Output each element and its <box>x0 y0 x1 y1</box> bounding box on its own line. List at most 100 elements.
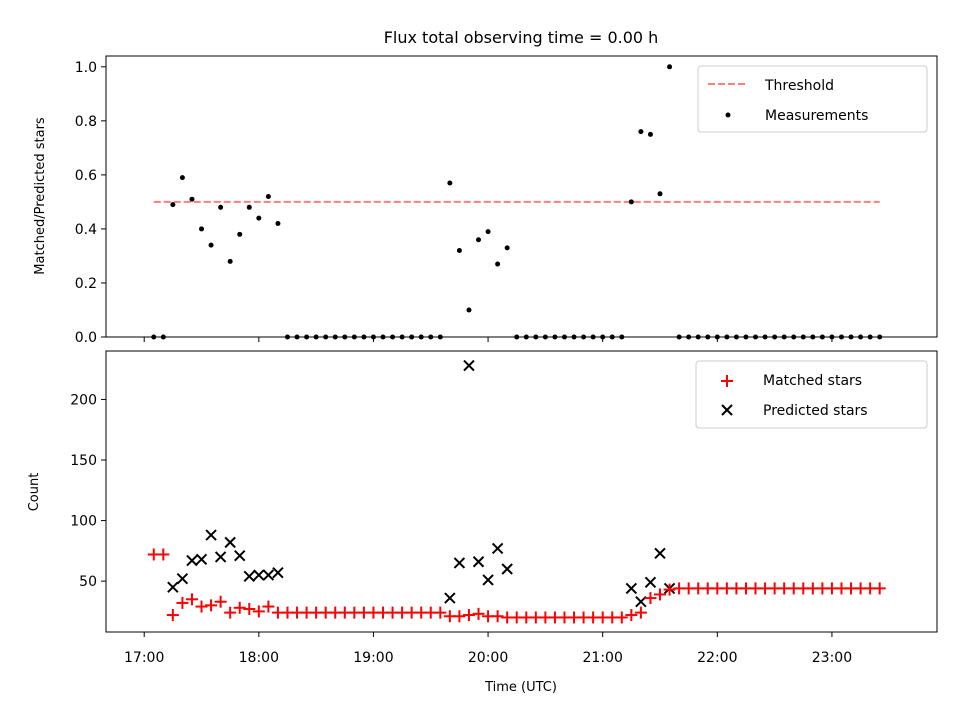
count-points <box>147 359 886 624</box>
matched-star-marker <box>262 600 275 613</box>
legend-predicted-swatch <box>721 404 733 416</box>
legend-measurements-swatch <box>725 112 731 118</box>
predicted-marker-stroke <box>167 581 179 593</box>
matched-star-marker <box>185 593 198 606</box>
predicted-marker-stroke <box>491 542 504 555</box>
predicted-marker-stroke <box>644 576 657 589</box>
predicted-star-marker <box>195 553 208 566</box>
measurement-point <box>628 199 634 205</box>
x-tick-label: 21:00 <box>583 650 623 666</box>
count-y-tick-label: 150 <box>70 453 97 469</box>
measurement-point <box>227 258 233 264</box>
matched-star-marker <box>663 583 676 596</box>
measurement-point <box>504 245 510 251</box>
legend-matched-label: Matched stars <box>763 373 862 389</box>
predicted-star-marker <box>472 556 485 568</box>
count-y-tick-label: 50 <box>79 574 97 590</box>
predicted-marker-stroke <box>205 529 217 541</box>
matched-star-marker <box>625 609 638 622</box>
count-axes-frame <box>105 350 938 633</box>
predicted-star-marker <box>205 529 217 541</box>
count-panel: Count 50 100 150 200 17:00 18:00 19:00 20:00 21… <box>27 350 938 695</box>
predicted-marker-stroke <box>214 551 227 563</box>
ratio-panel: Matched/Predicted stars 0.0 0.2 0.4 0.6 0.8 1… <box>33 55 938 346</box>
predicted-marker-stroke <box>176 572 189 585</box>
measurement-point <box>466 307 472 313</box>
predicted-marker-stroke <box>654 547 666 559</box>
predicted-marker-stroke <box>482 574 494 586</box>
x-tick-label: 23:00 <box>812 650 852 666</box>
ratio-y-tick-label: 1.0 <box>75 60 97 76</box>
matched-star-marker <box>434 606 447 619</box>
predicted-star-marker <box>167 581 179 593</box>
predicted-marker-stroke <box>453 557 466 569</box>
x-tick-label: 18:00 <box>239 650 279 666</box>
matched-star-marker <box>491 610 504 623</box>
ratio-y-tick-label: 0.4 <box>75 222 97 238</box>
matched-star-marker <box>214 595 227 608</box>
x-axis-label: Time (UTC) <box>484 680 557 695</box>
ratio-y-tick-label: 0.0 <box>75 330 97 346</box>
ratio-y-tick-label: 0.6 <box>75 168 97 184</box>
predicted-marker-stroke <box>463 359 475 372</box>
predicted-star-marker <box>214 551 227 563</box>
ratio-y-tick-label: 0.8 <box>75 114 97 130</box>
measurement-point <box>667 64 673 70</box>
predicted-marker-stroke <box>243 570 255 582</box>
predicted-star-marker <box>501 563 513 575</box>
ratio-y-tick-label: 0.2 <box>75 276 97 292</box>
measurement-point <box>246 204 252 210</box>
predicted-marker-stroke <box>253 569 265 581</box>
predicted-star-marker <box>262 569 275 581</box>
matched-star-marker <box>252 605 265 618</box>
matched-star-marker <box>224 606 237 619</box>
count-y-axis-label: Count <box>27 473 42 512</box>
predicted-marker-stroke <box>234 549 246 562</box>
x-tick-label: 22:00 <box>697 650 737 666</box>
figure-title: Flux total observing time = 0.00 h <box>384 28 659 47</box>
predicted-star-marker <box>625 582 638 595</box>
predicted-marker-stroke <box>224 536 236 549</box>
measurement-point <box>638 129 644 135</box>
measurement-point <box>275 221 281 227</box>
ratio-y-axis-label: Matched/Predicted stars <box>33 117 48 275</box>
matched-star-marker <box>453 610 466 623</box>
measurement-point <box>447 180 453 186</box>
x-tick-label: 20:00 <box>468 650 508 666</box>
matched-star-marker <box>654 588 666 601</box>
predicted-star-marker <box>176 572 189 585</box>
ratio-axes-frame <box>105 55 938 338</box>
predicted-star-marker <box>453 557 466 569</box>
matched-star-marker <box>472 607 485 620</box>
measurement-point <box>199 226 205 232</box>
count-legend-box <box>695 360 928 429</box>
predicted-star-marker <box>635 596 647 608</box>
measurement-point <box>647 131 653 137</box>
predicted-marker-stroke <box>501 563 513 575</box>
predicted-marker-stroke <box>262 569 275 581</box>
matched-star-marker <box>205 599 218 612</box>
x-tick-label: 19:00 <box>353 650 393 666</box>
matched-star-marker <box>195 600 208 613</box>
measurement-point <box>476 237 482 243</box>
measurement-point <box>485 229 491 235</box>
matched-star-marker <box>166 609 179 622</box>
ratio-legend-box <box>697 65 928 133</box>
predicted-marker-stroke <box>635 596 647 608</box>
measurement-point <box>657 191 663 197</box>
matched-star-marker <box>243 602 256 615</box>
predicted-star-marker <box>234 549 246 562</box>
count-x-ticks: 17:00 18:00 19:00 20:00 21:00 22:00 23:00 <box>124 632 852 666</box>
matched-star-marker <box>157 548 170 561</box>
measurement-point <box>456 248 462 254</box>
predicted-marker-stroke <box>472 556 485 568</box>
ratio-legend: Threshold Measurements <box>697 65 928 133</box>
predicted-star-marker <box>463 359 475 372</box>
matched-star-marker <box>462 609 475 622</box>
ratio-y-ticks: 0.0 0.2 0.4 0.6 0.8 1.0 <box>75 60 106 346</box>
predicted-marker-stroke <box>625 582 638 595</box>
matched-star-marker <box>615 611 628 624</box>
predicted-star-marker <box>224 536 236 549</box>
measurement-point <box>170 202 176 208</box>
